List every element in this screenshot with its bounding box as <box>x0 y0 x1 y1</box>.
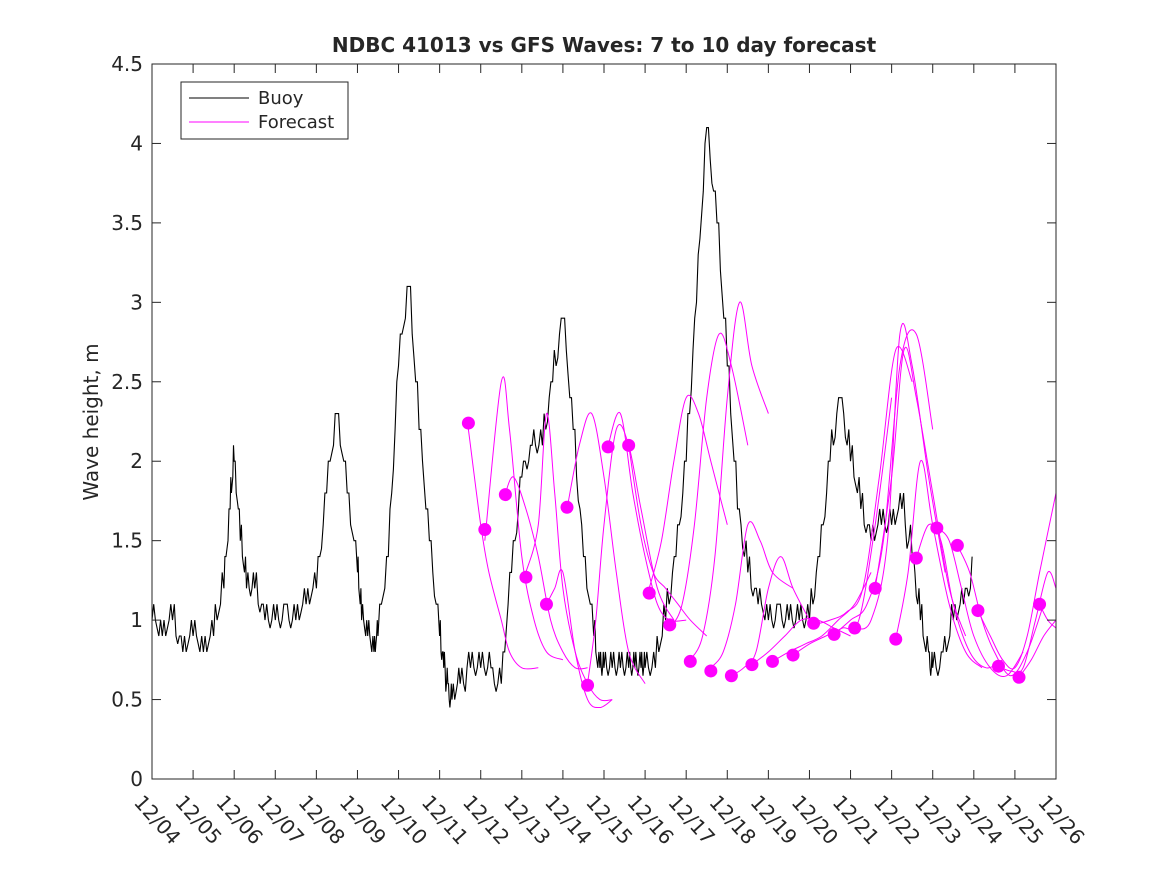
legend-forecast-label: Forecast <box>258 112 334 133</box>
forecast-marker <box>868 581 882 595</box>
forecast-marker <box>848 621 862 635</box>
forecast-marker <box>745 658 759 672</box>
forecast-marker <box>950 538 964 552</box>
forecast-marker <box>807 616 821 630</box>
forecast-marker <box>971 604 985 618</box>
y-tick-label: 0.5 <box>111 688 143 712</box>
forecast-marker <box>560 500 574 514</box>
forecast-marker <box>909 551 923 565</box>
forecast-line-12 <box>689 301 769 661</box>
y-tick-label: 4 <box>130 131 143 155</box>
forecast-marker <box>461 416 475 430</box>
legend-buoy-label: Buoy <box>258 88 304 109</box>
y-tick-label: 0 <box>130 767 143 791</box>
forecast-marker <box>765 654 779 668</box>
x-axis: 12/0412/0512/0612/0712/0812/0912/1012/11… <box>129 64 1090 849</box>
y-tick-label: 1.5 <box>111 529 143 553</box>
y-axis-label: Wave height, m <box>79 343 103 500</box>
forecast-marker <box>519 570 533 584</box>
forecast-line-24 <box>936 527 1024 678</box>
forecast-line-18 <box>813 346 913 626</box>
series-layer <box>152 127 1056 709</box>
forecast-line-26 <box>977 492 1056 670</box>
forecast-marker <box>991 659 1005 673</box>
y-tick-label: 3.5 <box>111 211 143 235</box>
forecast-marker <box>889 632 903 646</box>
forecast-line-28 <box>1018 619 1056 678</box>
forecast-marker <box>642 586 656 600</box>
forecast-line-14 <box>731 556 810 677</box>
forecast-marker <box>663 618 677 632</box>
forecast-marker <box>581 678 595 692</box>
y-tick-label: 4.5 <box>111 52 143 76</box>
forecast-line-2 <box>484 376 564 661</box>
legend: Buoy Forecast <box>180 81 349 140</box>
forecast-markers <box>461 416 1047 692</box>
forecast-line-27 <box>998 570 1056 674</box>
forecast-marker <box>827 627 841 641</box>
forecast-line-21 <box>874 346 967 637</box>
forecast-line-25 <box>956 545 1045 677</box>
forecast-line-23 <box>915 523 1003 669</box>
forecast-marker <box>724 669 738 683</box>
forecast-marker <box>498 488 512 502</box>
y-tick-label: 2.5 <box>111 370 143 394</box>
forecast-line-19 <box>833 329 934 635</box>
forecast-marker <box>786 648 800 662</box>
chart-title: NDBC 41013 vs GFS Waves: 7 to 10 day for… <box>332 33 877 57</box>
forecast-marker <box>601 440 615 454</box>
forecast-line-13 <box>710 521 794 669</box>
forecast-line-9 <box>628 445 708 637</box>
forecast-marker <box>1033 597 1047 611</box>
forecast-line-22 <box>895 460 983 669</box>
forecast-line-10 <box>648 394 728 589</box>
forecast-line-11 <box>669 332 749 629</box>
forecast-line-1 <box>467 429 539 670</box>
y-tick-label: 3 <box>130 290 143 314</box>
legend-box <box>180 81 349 140</box>
forecast-line-20 <box>854 323 946 630</box>
forecast-marker <box>1012 670 1026 684</box>
forecast-marker <box>704 664 718 678</box>
forecast-line-15 <box>751 618 851 666</box>
x-tick-label: 12/26 <box>1033 790 1089 849</box>
y-axis: 0 0.5 1 1.5 2 2.5 3 3.5 4 4.5 <box>111 52 1056 791</box>
y-tick-label: 2 <box>130 449 143 473</box>
forecast-marker <box>930 521 944 535</box>
forecast-marker <box>478 523 492 537</box>
forecast-line-17 <box>792 397 893 656</box>
forecast-marker <box>683 654 697 668</box>
forecast-marker <box>539 597 553 611</box>
y-tick-label: 1 <box>130 608 143 632</box>
forecast-marker <box>622 438 636 452</box>
forecast-line-5 <box>546 569 613 709</box>
forecast-line-3 <box>504 476 588 670</box>
forecast-line-4 <box>525 413 613 702</box>
forecast-line-6 <box>566 412 646 684</box>
forecast-line-7 <box>587 423 675 684</box>
buoy-line <box>152 127 973 708</box>
